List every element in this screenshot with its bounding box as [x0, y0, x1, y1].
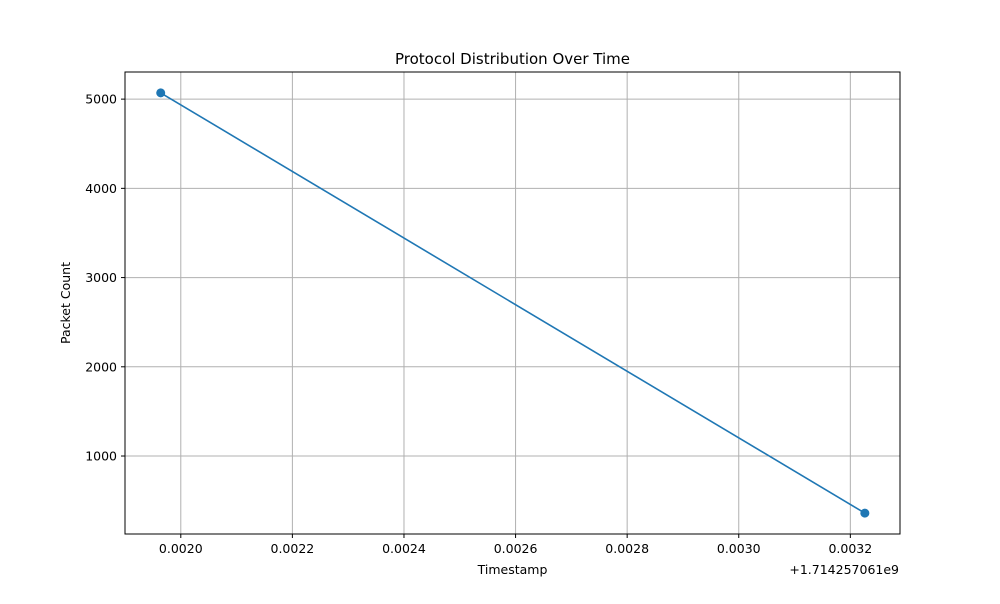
- x-axis-offset-label: +1.714257061e9: [789, 562, 899, 577]
- y-tick-label: 2000: [85, 359, 117, 374]
- x-tick-label: 0.0030: [717, 541, 761, 556]
- series-layer: [156, 88, 870, 518]
- data-point: [156, 88, 166, 98]
- y-tick-label: 5000: [85, 92, 117, 107]
- y-tick-label: 3000: [85, 270, 117, 285]
- y-tick-label: 4000: [85, 181, 117, 196]
- y-axis-label: Packet Count: [58, 262, 73, 344]
- x-tick-label: 0.0022: [271, 541, 315, 556]
- grid-lines: [125, 72, 900, 534]
- x-tick-label: 0.0032: [828, 541, 872, 556]
- chart-title: Protocol Distribution Over Time: [395, 50, 630, 68]
- y-tick-label: 1000: [85, 449, 117, 464]
- x-axis-label: Timestamp: [477, 562, 548, 577]
- x-tick-label: 0.0024: [382, 541, 426, 556]
- data-point: [860, 508, 870, 518]
- plot-frame: [124, 71, 901, 535]
- x-tick-label: 0.0020: [159, 541, 203, 556]
- x-tick-label: 0.0026: [494, 541, 538, 556]
- x-tick-label: 0.0028: [605, 541, 649, 556]
- series-line: [160, 92, 866, 514]
- axis-ticks: 0.0020 0.0022 0.0024 0.0026 0.0028 0.0030 0.00…: [85, 92, 872, 556]
